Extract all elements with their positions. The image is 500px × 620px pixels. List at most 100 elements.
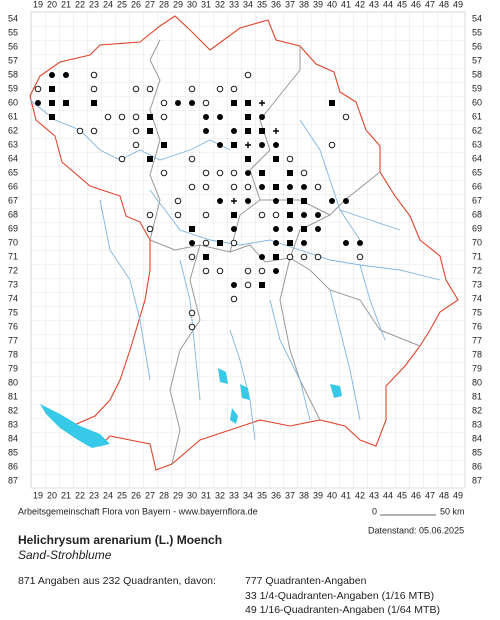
record-square bbox=[301, 198, 307, 204]
record-circle bbox=[104, 113, 112, 121]
column-label: 31 bbox=[201, 490, 211, 500]
column-label: 49 bbox=[453, 490, 463, 500]
record-square bbox=[259, 170, 265, 176]
record-circle bbox=[244, 71, 252, 79]
column-label: 48 bbox=[439, 490, 449, 500]
record-circle bbox=[132, 113, 140, 121]
summary: 871 Angaben aus 232 Quadranten, davon: bbox=[18, 575, 216, 587]
record-circle bbox=[118, 155, 126, 163]
record-dot bbox=[273, 268, 279, 274]
record-circle bbox=[202, 169, 210, 177]
record-square bbox=[273, 184, 279, 190]
column-label: 32 bbox=[215, 0, 225, 9]
row-label: 85 bbox=[472, 447, 482, 457]
row-label: 82 bbox=[8, 405, 18, 415]
row-label: 80 bbox=[8, 377, 18, 387]
record-dot bbox=[189, 100, 195, 106]
row-label: 63 bbox=[472, 139, 482, 149]
row-label: 87 bbox=[8, 475, 18, 485]
record-cross bbox=[259, 100, 265, 106]
row-label: 72 bbox=[472, 265, 482, 275]
record-dot bbox=[245, 170, 251, 176]
column-label: 20 bbox=[47, 0, 57, 9]
record-cross bbox=[231, 198, 237, 204]
record-dot bbox=[259, 142, 265, 148]
record-circle bbox=[132, 85, 140, 93]
record-square bbox=[147, 156, 153, 162]
record-dot bbox=[301, 212, 307, 218]
record-circle bbox=[244, 281, 252, 289]
record-dot bbox=[231, 128, 237, 134]
record-dot bbox=[245, 198, 251, 204]
record-circle bbox=[188, 309, 196, 317]
record-dot bbox=[231, 282, 237, 288]
row-label: 74 bbox=[8, 293, 18, 303]
record-square bbox=[287, 212, 293, 218]
row-label: 72 bbox=[8, 265, 18, 275]
row-label: 60 bbox=[8, 97, 18, 107]
row-label: 81 bbox=[8, 391, 18, 401]
record-square bbox=[231, 212, 237, 218]
record-circle bbox=[230, 85, 238, 93]
column-label: 46 bbox=[411, 490, 421, 500]
column-label: 19 bbox=[33, 490, 43, 500]
record-circle bbox=[300, 253, 308, 261]
column-label: 46 bbox=[411, 0, 421, 9]
column-label: 44 bbox=[383, 0, 393, 9]
record-cross bbox=[245, 142, 251, 148]
row-label: 87 bbox=[472, 475, 482, 485]
column-label: 28 bbox=[159, 0, 169, 9]
row-label: 55 bbox=[472, 27, 482, 37]
record-circle bbox=[132, 141, 140, 149]
record-dot bbox=[301, 240, 307, 246]
record-circle bbox=[230, 183, 238, 191]
column-label: 38 bbox=[299, 490, 309, 500]
record-square bbox=[245, 156, 251, 162]
row-label: 84 bbox=[472, 433, 482, 443]
row-label: 54 bbox=[8, 13, 18, 23]
row-label: 78 bbox=[8, 349, 18, 359]
record-dot bbox=[217, 114, 223, 120]
column-label: 33 bbox=[229, 0, 239, 9]
column-label: 42 bbox=[355, 0, 365, 9]
record-circle bbox=[286, 253, 294, 261]
column-label: 34 bbox=[243, 0, 253, 9]
column-label: 35 bbox=[257, 0, 267, 9]
breakdown: 49 1/16-Quadranten-Angaben (1/64 MTB) bbox=[245, 604, 440, 616]
record-square bbox=[259, 128, 265, 134]
column-label: 36 bbox=[271, 0, 281, 9]
row-label: 86 bbox=[472, 461, 482, 471]
record-dot bbox=[343, 198, 349, 204]
row-label: 57 bbox=[472, 55, 482, 65]
record-circle bbox=[356, 253, 364, 261]
record-circle bbox=[90, 71, 98, 79]
record-cross bbox=[273, 128, 279, 134]
record-dot bbox=[259, 184, 265, 190]
record-square bbox=[259, 282, 265, 288]
record-dot bbox=[203, 128, 209, 134]
column-label: 24 bbox=[103, 0, 113, 9]
row-label: 75 bbox=[8, 307, 18, 317]
column-label: 37 bbox=[285, 490, 295, 500]
record-square bbox=[49, 114, 55, 120]
column-label: 40 bbox=[327, 0, 337, 9]
record-circle bbox=[160, 169, 168, 177]
date: Datenstand: 05.06.2025 bbox=[368, 525, 464, 535]
record-dot bbox=[273, 142, 279, 148]
record-circle bbox=[328, 141, 336, 149]
record-square bbox=[189, 226, 195, 232]
record-dot bbox=[343, 240, 349, 246]
record-circle bbox=[300, 169, 308, 177]
column-label: 20 bbox=[47, 490, 57, 500]
row-label: 61 bbox=[8, 111, 18, 121]
record-circle bbox=[216, 169, 224, 177]
record-circle bbox=[342, 113, 350, 121]
record-square bbox=[245, 128, 251, 134]
breakdown: 777 Quadranten-Angaben bbox=[245, 575, 367, 587]
column-label: 23 bbox=[89, 0, 99, 9]
column-label: 24 bbox=[103, 490, 113, 500]
row-label: 81 bbox=[472, 391, 482, 401]
row-label: 56 bbox=[8, 41, 18, 51]
row-label: 83 bbox=[8, 419, 18, 429]
species: Helichrysum arenarium (L.) Moench bbox=[18, 533, 222, 547]
